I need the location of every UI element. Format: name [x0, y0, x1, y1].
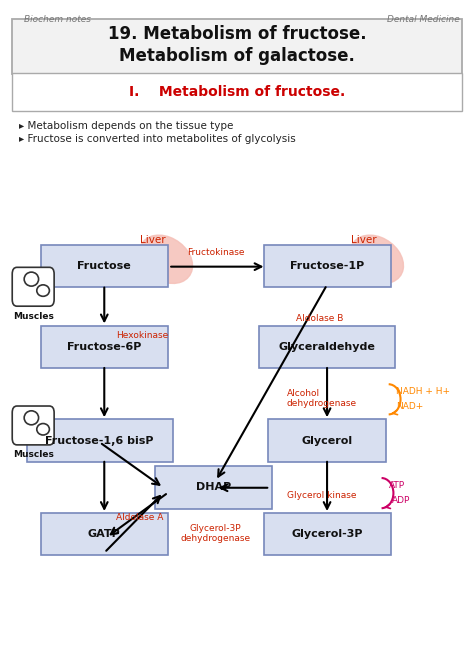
Text: NAD+: NAD+: [396, 402, 423, 411]
FancyBboxPatch shape: [41, 326, 168, 368]
FancyBboxPatch shape: [155, 466, 272, 509]
Ellipse shape: [37, 423, 49, 435]
Text: DHAP: DHAP: [196, 482, 231, 492]
Text: Fructose-1,6 bisP: Fructose-1,6 bisP: [46, 436, 154, 446]
Ellipse shape: [350, 235, 403, 283]
Ellipse shape: [139, 235, 192, 283]
Text: Fructose: Fructose: [77, 261, 131, 271]
Text: Glycerol-3P: Glycerol-3P: [292, 529, 363, 539]
FancyBboxPatch shape: [12, 73, 462, 111]
Ellipse shape: [37, 285, 49, 296]
Text: GATP: GATP: [88, 529, 121, 539]
Text: Glycerol: Glycerol: [301, 436, 353, 446]
FancyBboxPatch shape: [12, 267, 54, 306]
Text: ▸ Metabolism depends on the tissue type: ▸ Metabolism depends on the tissue type: [19, 121, 233, 131]
FancyBboxPatch shape: [264, 513, 391, 555]
Text: I.    Metabolism of fructose.: I. Metabolism of fructose.: [129, 85, 345, 98]
Text: Dental Medicine: Dental Medicine: [387, 15, 460, 23]
Text: Aldolase B: Aldolase B: [296, 314, 344, 323]
Text: Hexokinase: Hexokinase: [116, 330, 168, 340]
Text: Fructose-6P: Fructose-6P: [67, 342, 141, 352]
Text: Liver: Liver: [351, 234, 376, 245]
Ellipse shape: [24, 272, 38, 286]
Text: ▸ Fructose is converted into metabolites of glycolysis: ▸ Fructose is converted into metabolites…: [19, 134, 296, 144]
Text: Glyceraldehyde: Glyceraldehyde: [279, 342, 375, 352]
Ellipse shape: [24, 411, 38, 425]
FancyBboxPatch shape: [12, 406, 54, 445]
Text: ADP: ADP: [392, 496, 410, 505]
Text: Glycerol kinase: Glycerol kinase: [287, 491, 356, 500]
FancyBboxPatch shape: [12, 19, 462, 74]
FancyBboxPatch shape: [259, 326, 395, 368]
Text: Glycerol-3P
dehydrogenase: Glycerol-3P dehydrogenase: [181, 524, 251, 543]
Text: Muscles: Muscles: [13, 312, 54, 320]
FancyBboxPatch shape: [41, 245, 168, 287]
Text: Aldolase A: Aldolase A: [116, 513, 164, 522]
Text: Fructokinase: Fructokinase: [187, 248, 245, 257]
Text: Alcohol
dehydrogenase: Alcohol dehydrogenase: [287, 389, 357, 408]
FancyBboxPatch shape: [27, 419, 173, 462]
Text: 19. Metabolism of fructose.: 19. Metabolism of fructose.: [108, 25, 366, 42]
FancyBboxPatch shape: [268, 419, 386, 462]
Text: Metabolism of galactose.: Metabolism of galactose.: [119, 48, 355, 65]
Text: ATP: ATP: [389, 481, 405, 490]
FancyBboxPatch shape: [264, 245, 391, 287]
Text: Liver: Liver: [140, 234, 165, 245]
FancyBboxPatch shape: [41, 513, 168, 555]
Text: NADH + H+: NADH + H+: [396, 387, 450, 397]
Text: Muscles: Muscles: [13, 450, 54, 459]
Text: Fructose-1P: Fructose-1P: [290, 261, 364, 271]
Text: Biochem notes: Biochem notes: [24, 15, 91, 23]
